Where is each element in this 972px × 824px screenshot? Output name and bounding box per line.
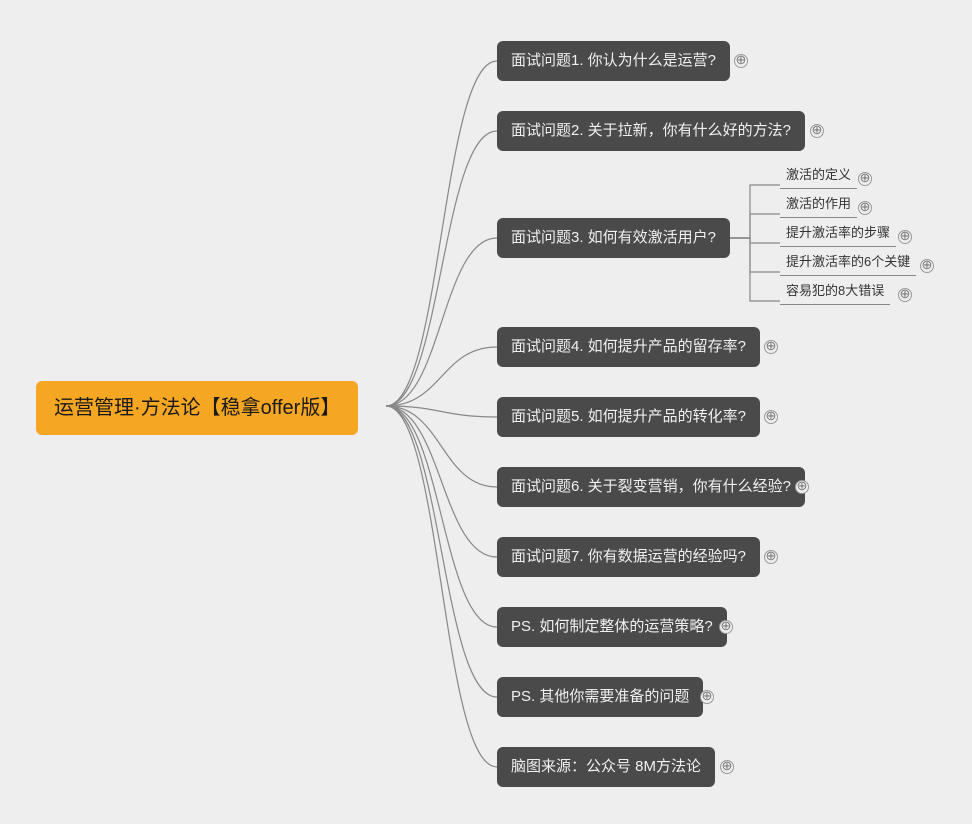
expand-icon[interactable] — [734, 54, 748, 68]
leaf-node[interactable]: 提升激活率的步骤 — [780, 221, 896, 247]
branch-label: 脑图来源：公众号 8M方法论 — [511, 758, 701, 775]
expand-icon[interactable] — [920, 259, 934, 273]
leaf-label: 激活的作用 — [786, 196, 851, 211]
leaf-label: 容易犯的8大错误 — [786, 283, 884, 298]
branch-label: PS. 如何制定整体的运营策略? — [511, 618, 713, 635]
branch-label: 面试问题2. 关于拉新，你有什么好的方法? — [511, 122, 791, 139]
branch-node[interactable]: 面试问题7. 你有数据运营的经验吗? — [497, 537, 760, 577]
expand-icon[interactable] — [795, 480, 809, 494]
branch-node[interactable]: 面试问题3. 如何有效激活用户? — [497, 218, 730, 258]
branch-label: 面试问题5. 如何提升产品的转化率? — [511, 408, 746, 425]
leaf-node[interactable]: 提升激活率的6个关键 — [780, 250, 916, 276]
expand-icon[interactable] — [810, 124, 824, 138]
leaf-label: 提升激活率的6个关键 — [786, 254, 910, 269]
branch-node[interactable]: 面试问题5. 如何提升产品的转化率? — [497, 397, 760, 437]
expand-icon[interactable] — [858, 172, 872, 186]
leaf-node[interactable]: 容易犯的8大错误 — [780, 279, 890, 305]
expand-icon[interactable] — [858, 201, 872, 215]
leaf-node[interactable]: 激活的定义 — [780, 163, 857, 189]
branch-label: 面试问题4. 如何提升产品的留存率? — [511, 338, 746, 355]
expand-icon[interactable] — [700, 690, 714, 704]
branch-node[interactable]: 面试问题2. 关于拉新，你有什么好的方法? — [497, 111, 805, 151]
branch-node[interactable]: 面试问题1. 你认为什么是运营? — [497, 41, 730, 81]
expand-icon[interactable] — [898, 230, 912, 244]
root-node[interactable]: 运营管理·方法论【稳拿offer版】 — [36, 381, 358, 435]
expand-icon[interactable] — [720, 760, 734, 774]
branch-label: 面试问题1. 你认为什么是运营? — [511, 52, 716, 69]
branch-node[interactable]: PS. 其他你需要准备的问题 — [497, 677, 703, 717]
branch-label: PS. 其他你需要准备的问题 — [511, 688, 689, 705]
leaf-label: 提升激活率的步骤 — [786, 225, 890, 240]
branch-node[interactable]: 面试问题4. 如何提升产品的留存率? — [497, 327, 760, 367]
branch-label: 面试问题3. 如何有效激活用户? — [511, 229, 716, 246]
branch-node[interactable]: 脑图来源：公众号 8M方法论 — [497, 747, 715, 787]
branch-label: 面试问题7. 你有数据运营的经验吗? — [511, 548, 746, 565]
branch-label: 面试问题6. 关于裂变营销，你有什么经验? — [511, 478, 791, 495]
branch-node[interactable]: 面试问题6. 关于裂变营销，你有什么经验? — [497, 467, 805, 507]
expand-icon[interactable] — [764, 550, 778, 564]
expand-icon[interactable] — [898, 288, 912, 302]
expand-icon[interactable] — [764, 340, 778, 354]
expand-icon[interactable] — [719, 620, 733, 634]
leaf-label: 激活的定义 — [786, 167, 851, 182]
leaf-node[interactable]: 激活的作用 — [780, 192, 857, 218]
root-label: 运营管理·方法论【稳拿offer版】 — [54, 397, 340, 419]
branch-node[interactable]: PS. 如何制定整体的运营策略? — [497, 607, 727, 647]
mindmap-canvas: 运营管理·方法论【稳拿offer版】 面试问题1. 你认为什么是运营? 面试问题2… — [0, 0, 972, 824]
expand-icon[interactable] — [764, 410, 778, 424]
